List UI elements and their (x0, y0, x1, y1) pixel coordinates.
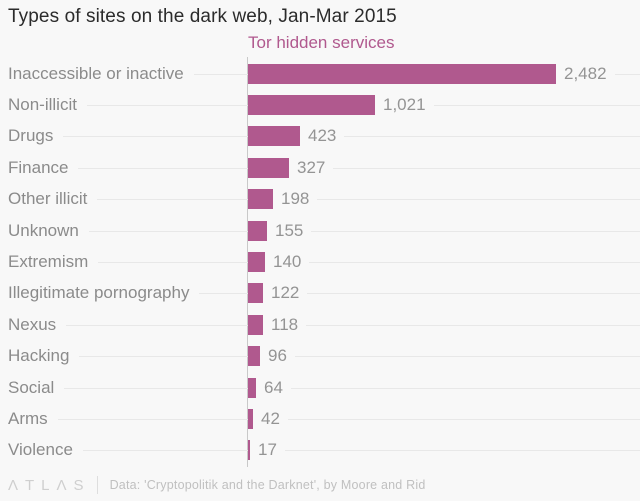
value-label: 2,482 (556, 62, 615, 85)
atlas-logo: ΛTLΛS (8, 476, 91, 494)
value-label: 423 (300, 125, 345, 148)
row-gridline (0, 450, 640, 452)
row-gridline (0, 293, 640, 295)
series-label: Tor hidden services (248, 33, 395, 52)
row-gridline (0, 199, 640, 201)
bar (248, 408, 253, 429)
chart-row: Nexus 118 (0, 309, 640, 340)
chart-row: Other illicit 198 (0, 184, 640, 215)
category-label: Other illicit (0, 188, 98, 211)
value-label: 198 (273, 188, 318, 211)
chart-row: Finance 327 (0, 152, 640, 183)
category-label: Social (0, 376, 65, 399)
bar (248, 220, 267, 241)
row-gridline (0, 418, 640, 420)
value-label: 17 (250, 439, 285, 462)
category-label: Nexus (0, 313, 67, 336)
bar (248, 346, 260, 367)
category-label: Drugs (0, 125, 64, 148)
chart-row: Social 64 (0, 372, 640, 403)
row-gridline (0, 356, 640, 358)
bar (248, 126, 300, 147)
chart-row: Arms 42 (0, 403, 640, 434)
chart-row: Drugs 423 (0, 121, 640, 152)
value-label: 327 (289, 156, 334, 179)
row-gridline (0, 324, 640, 326)
row-gridline (0, 387, 640, 389)
category-label: Unknown (0, 219, 89, 242)
chart-row: Unknown 155 (0, 215, 640, 246)
bar (248, 95, 375, 116)
bar (248, 283, 263, 304)
footer-divider (96, 476, 98, 494)
bar (248, 377, 256, 398)
bar (248, 63, 556, 84)
value-label: 42 (253, 407, 288, 430)
bar (248, 189, 273, 210)
category-label: Illegitimate pornography (0, 282, 200, 305)
chart-row: Extremism 140 (0, 246, 640, 277)
bar (248, 252, 265, 273)
source-credit: Data: 'Cryptopolitik and the Darknet', b… (109, 478, 426, 492)
value-label: 118 (263, 313, 307, 336)
chart-row: Illegitimate pornography 122 (0, 278, 640, 309)
bar (248, 157, 289, 178)
value-label: 1,021 (375, 94, 434, 117)
bar (248, 440, 250, 461)
chart-rows: Inaccessible or inactive 2,482 Non-illicit… (0, 58, 640, 466)
category-label: Inaccessible or inactive (0, 62, 194, 85)
value-label: 64 (256, 376, 291, 399)
category-label: Hacking (0, 345, 80, 368)
chart-row: Hacking 96 (0, 341, 640, 372)
row-gridline (0, 262, 640, 264)
y-axis-line (247, 57, 248, 467)
category-label: Extremism (0, 251, 99, 274)
value-label: 140 (265, 251, 310, 274)
chart-row: Inaccessible or inactive 2,482 (0, 58, 640, 89)
category-label: Violence (0, 439, 83, 462)
category-label: Non-illicit (0, 94, 87, 117)
row-gridline (0, 230, 640, 232)
footer: ΛTLΛS Data: 'Cryptopolitik and the Darkn… (8, 472, 640, 498)
value-label: 122 (263, 282, 308, 305)
category-label: Arms (0, 407, 58, 430)
value-label: 96 (260, 345, 295, 368)
chart-title: Types of sites on the dark web, Jan-Mar … (8, 6, 397, 27)
chart-row: Non-illicit 1,021 (0, 89, 640, 120)
value-label: 155 (267, 219, 312, 242)
chart-row: Violence 17 (0, 435, 640, 466)
category-label: Finance (0, 156, 79, 179)
bar (248, 314, 263, 335)
